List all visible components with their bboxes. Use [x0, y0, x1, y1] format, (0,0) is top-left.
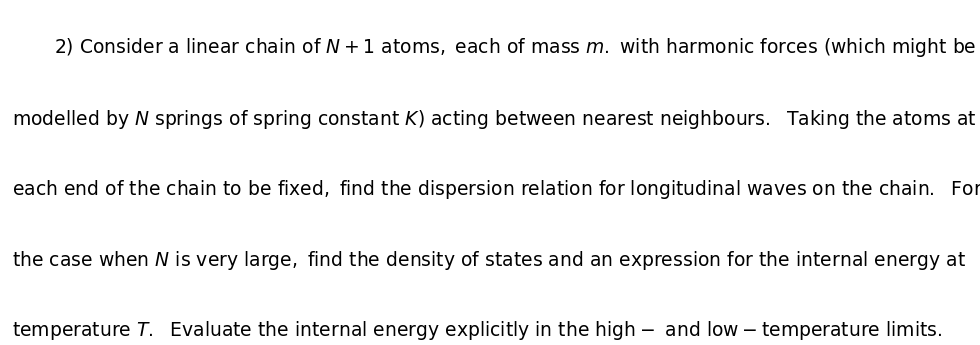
Text: $\mathrm{each\ end\ of\ the\ chain\ to\ be\ fixed,\ find\ the\ dispersion\ relat: $\mathrm{each\ end\ of\ the\ chain\ to\ … — [12, 178, 980, 201]
Text: $\mathrm{modelled\ by\ }N\mathrm{\ springs\ of\ spring\ constant\ }K\mathrm{)\ a: $\mathrm{modelled\ by\ }N\mathrm{\ sprin… — [12, 108, 976, 131]
Text: $\mathrm{the\ case\ when\ }N\mathrm{\ is\ very\ large,\ find\ the\ density\ of\ : $\mathrm{the\ case\ when\ }N\mathrm{\ is… — [12, 249, 965, 272]
Text: $\mathrm{temperature\ }T.\mathrm{\ \ Evaluate\ the\ internal\ energy\ explicitly: $\mathrm{temperature\ }T.\mathrm{\ \ Eva… — [12, 319, 942, 342]
Text: $\mathrm{2)\ Consider\ a\ linear\ chain\ of\ }N+1\mathrm{\ atoms,\ each\ of\ mas: $\mathrm{2)\ Consider\ a\ linear\ chain\… — [54, 37, 976, 59]
